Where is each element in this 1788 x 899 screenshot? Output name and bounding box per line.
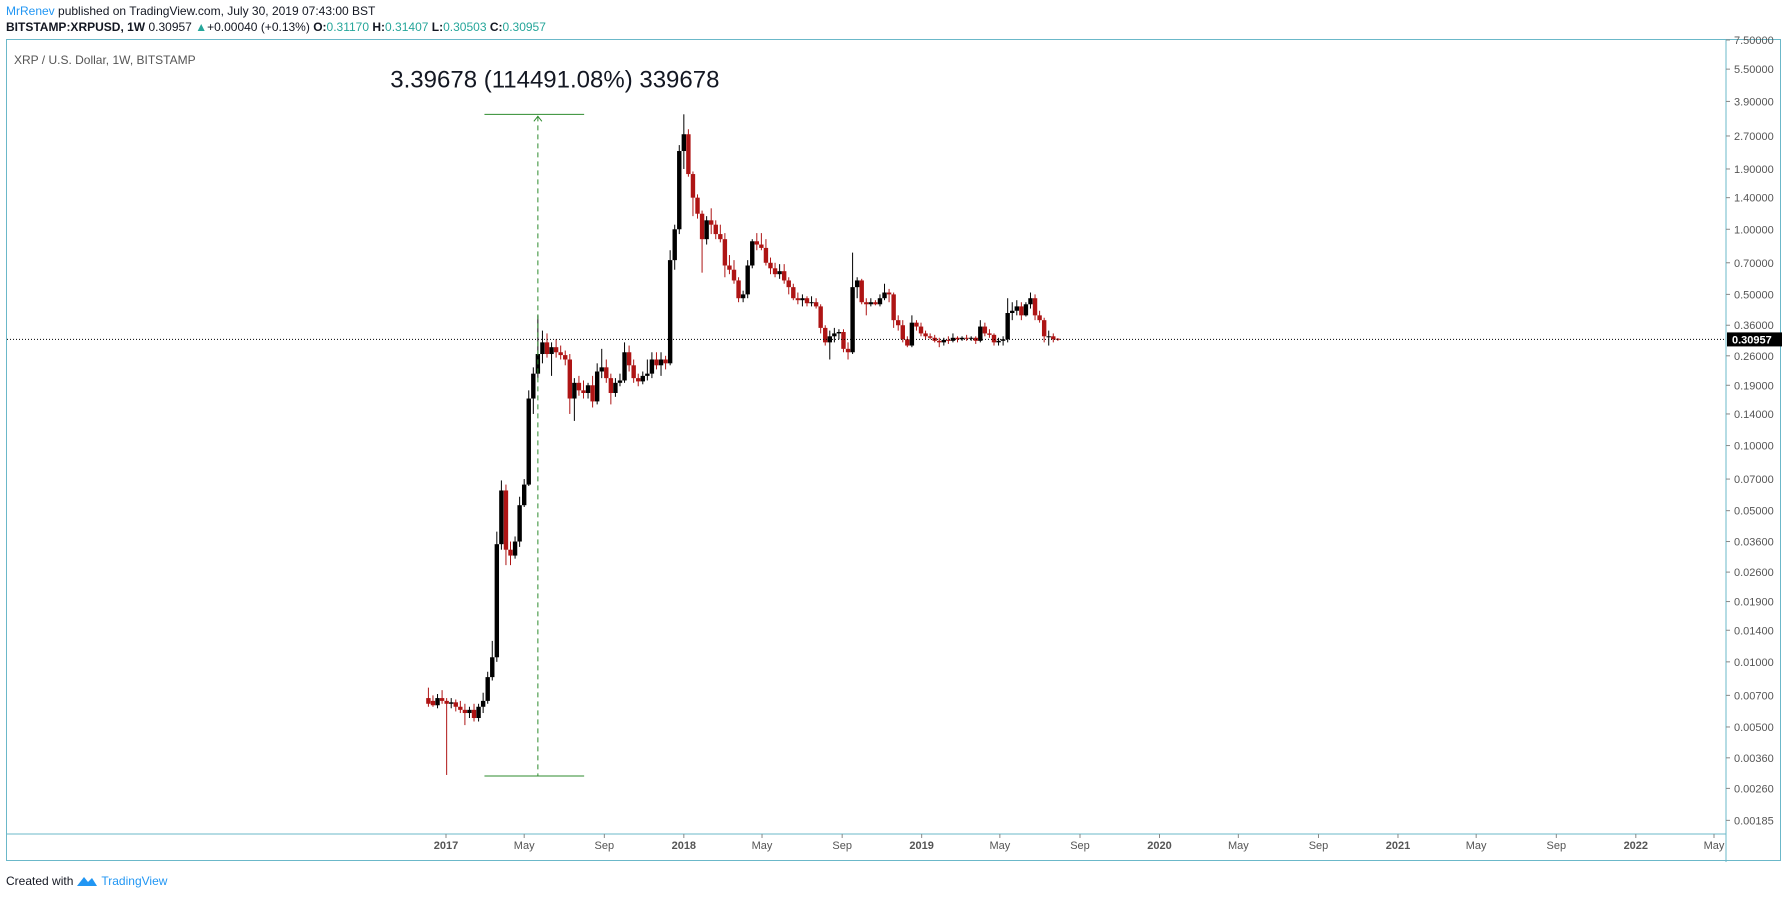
author-link[interactable]: MrRenev bbox=[6, 4, 55, 18]
open-value: 0.31170 bbox=[326, 20, 370, 34]
publish-info: MrRenev published on TradingView.com, Ju… bbox=[6, 4, 375, 18]
ohlc-header: BITSTAMP:XRPUSD, 1W 0.30957 ▲+0.00040 (+… bbox=[6, 20, 546, 34]
low-value: 0.30503 bbox=[443, 20, 487, 34]
tradingview-logo-icon bbox=[77, 877, 98, 886]
change-value: +0.00040 (+0.13%) bbox=[207, 20, 310, 34]
created-with-text: Created with bbox=[6, 874, 74, 888]
footer: Created with TradingView bbox=[6, 874, 167, 888]
open-label: O: bbox=[313, 20, 327, 34]
last-price: 0.30957 bbox=[148, 20, 192, 34]
up-arrow-icon: ▲ bbox=[195, 20, 208, 34]
high-label: H: bbox=[372, 20, 386, 34]
close-value: 0.30957 bbox=[502, 20, 546, 34]
high-value: 0.31407 bbox=[385, 20, 429, 34]
close-label: C: bbox=[489, 20, 503, 34]
tradingview-brand[interactable]: TradingView bbox=[101, 874, 168, 888]
low-label: L: bbox=[431, 20, 444, 34]
published-text: published on TradingView.com, July 30, 2… bbox=[58, 4, 376, 18]
chart-frame bbox=[6, 39, 1781, 861]
symbol-label: BITSTAMP:XRPUSD, 1W bbox=[6, 20, 146, 34]
